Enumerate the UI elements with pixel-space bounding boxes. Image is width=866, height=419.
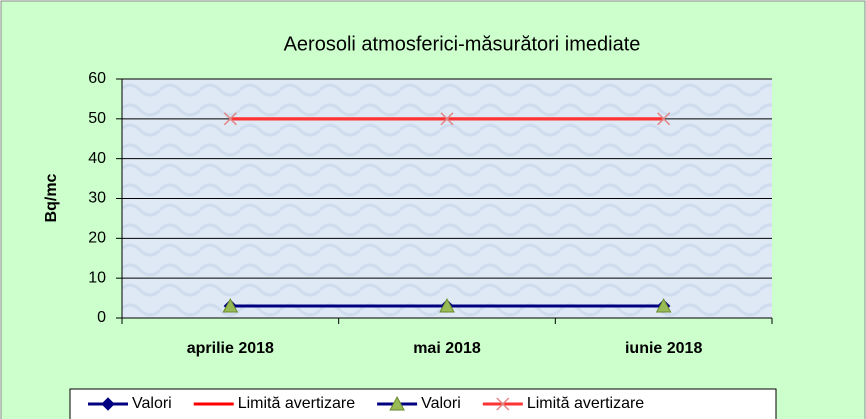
legend-marker [389, 395, 405, 411]
legend-label: Valori [132, 395, 172, 412]
y-tick-label: 30 [88, 190, 106, 207]
y-tick-label: 0 [97, 309, 106, 326]
y-tick-label: 50 [88, 110, 106, 127]
legend-label: Limită avertizare [527, 395, 644, 412]
legend-label: Limită avertizare [238, 395, 355, 412]
legend-box [69, 388, 777, 419]
data-point [440, 112, 454, 126]
y-axis-label: Bq/mc [43, 173, 60, 222]
data-point [655, 297, 672, 313]
x-tick-label: aprilie 2018 [187, 340, 274, 357]
data-point [657, 112, 671, 126]
y-tick-label: 40 [88, 150, 106, 167]
data-point [439, 297, 455, 313]
legend-marker [101, 397, 115, 411]
chart-title: Aerosoli atmosferici-măsurători imediate [284, 33, 641, 55]
legend-label: Valori [421, 395, 461, 412]
x-tick-label: iunie 2018 [625, 340, 702, 357]
legend-marker [496, 397, 510, 411]
x-tick-label: mai 2018 [413, 340, 481, 357]
y-tick-label: 20 [88, 230, 106, 247]
y-tick-label: 10 [88, 269, 106, 286]
data-point [222, 297, 239, 313]
y-tick-label: 60 [88, 70, 106, 87]
data-point [223, 112, 237, 126]
